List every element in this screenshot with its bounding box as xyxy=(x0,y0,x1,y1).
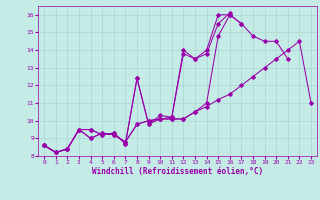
X-axis label: Windchill (Refroidissement éolien,°C): Windchill (Refroidissement éolien,°C) xyxy=(92,167,263,176)
